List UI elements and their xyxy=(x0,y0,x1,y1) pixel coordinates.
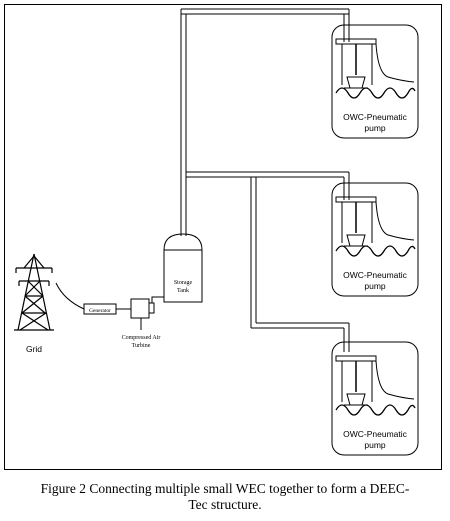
pump-housing xyxy=(331,24,419,139)
float-icon xyxy=(346,76,366,89)
wave-icon xyxy=(335,404,416,416)
figure-caption: Figure 2 Connecting multiple small WEC t… xyxy=(0,481,450,513)
grid-cable xyxy=(55,282,85,310)
owc-pump-unit-1 xyxy=(331,24,419,139)
tank-turbine-pipe xyxy=(151,296,164,303)
pylon-icon xyxy=(14,253,54,331)
float-icon xyxy=(346,234,366,247)
valve-plate xyxy=(335,196,377,203)
caption-line-1: Figure 2 Connecting multiple small WEC t… xyxy=(40,481,410,496)
figure-frame xyxy=(4,4,442,470)
pump-1-label-line2: pump xyxy=(364,123,386,133)
pump-2-label-line1: OWC-Pneumatic xyxy=(343,270,408,280)
owc-pump-unit-3 xyxy=(331,341,419,456)
pump-3-label-line2: pump xyxy=(364,440,386,450)
pump-2-label-line2: pump xyxy=(364,281,386,291)
turbine-label-line1: Compressed Air xyxy=(122,335,161,341)
pump-3-label-line1: OWC-Pneumatic xyxy=(343,429,408,439)
float-icon xyxy=(346,393,366,406)
compressed-air-turbine xyxy=(130,298,155,330)
storage-label-line1: Storage xyxy=(174,280,193,286)
storage-label-line2: Tank xyxy=(177,288,189,294)
pump-housing xyxy=(331,182,419,297)
owc-pump-unit-2 xyxy=(331,182,419,297)
caption-line-2: Tec structure. xyxy=(188,497,262,512)
valve-plate xyxy=(335,355,377,362)
pump-housing xyxy=(331,341,419,456)
pump-1-label-line1: OWC-Pneumatic xyxy=(343,112,408,122)
wave-icon xyxy=(335,87,416,99)
turbine-label-line2: Turbine xyxy=(132,343,151,349)
storage-tank xyxy=(163,233,203,303)
grid-label: Grid xyxy=(26,344,42,354)
wave-icon xyxy=(335,245,416,257)
valve-plate xyxy=(335,38,377,45)
pipe-network xyxy=(180,8,350,352)
generator-label: Generator xyxy=(89,308,111,314)
